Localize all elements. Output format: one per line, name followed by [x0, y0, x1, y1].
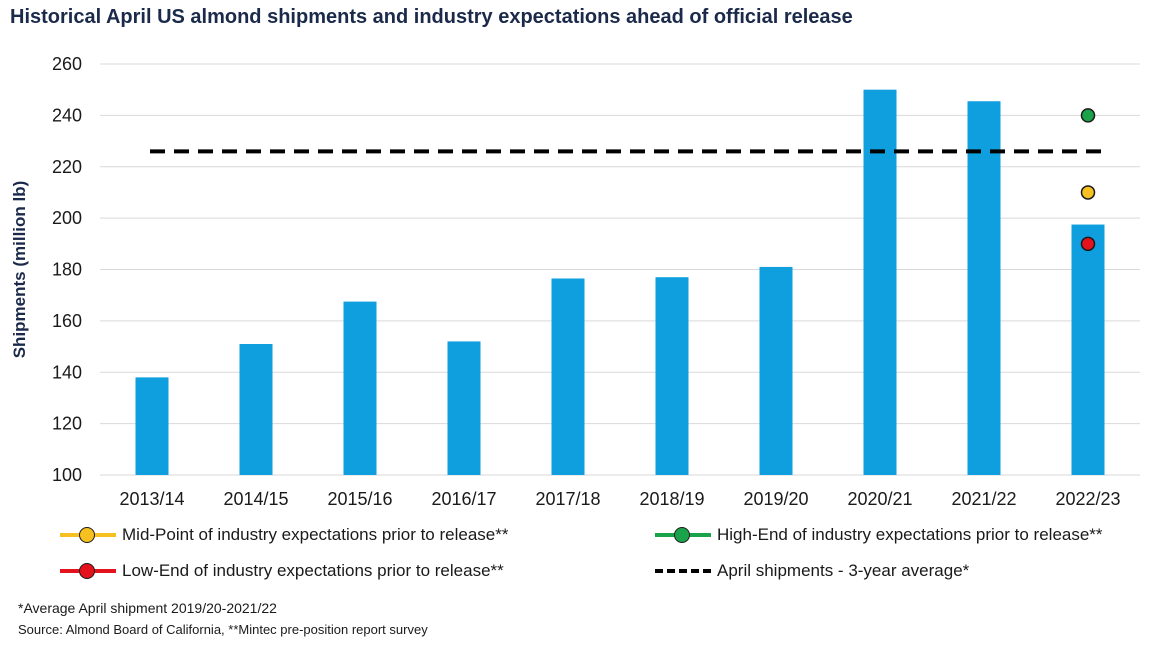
x-tick-label: 2018/19 — [639, 489, 704, 509]
bar — [239, 343, 273, 475]
y-tick-label: 180 — [52, 260, 82, 280]
y-tick-label: 200 — [52, 208, 82, 228]
y-tick-label: 260 — [52, 54, 82, 74]
legend-low-end-swatch — [60, 561, 116, 581]
legend-low-end: Low-End of industry expectations prior t… — [60, 561, 504, 581]
x-tick-label: 2015/16 — [327, 489, 392, 509]
y-tick-label: 100 — [52, 465, 82, 485]
bar — [135, 377, 169, 475]
chart-title: Historical April US almond shipments and… — [10, 6, 853, 28]
bar — [863, 89, 897, 475]
x-tick-label: 2014/15 — [223, 489, 288, 509]
footnote-average: *Average April shipment 2019/20-2021/22 — [18, 600, 277, 616]
legend-high-end-swatch — [655, 525, 711, 545]
bar — [551, 278, 585, 475]
y-tick-label: 140 — [52, 362, 82, 382]
y-tick-label: 160 — [52, 311, 82, 331]
y-axis-title: Shipments (million lb) — [10, 181, 29, 359]
x-tick-label: 2019/20 — [743, 489, 808, 509]
expectation-marker — [1080, 236, 1096, 252]
bar — [447, 341, 481, 475]
y-tick-label: 240 — [52, 105, 82, 125]
x-tick-label: 2021/22 — [951, 489, 1016, 509]
bar — [967, 101, 1001, 475]
bar — [759, 266, 793, 475]
legend-average-label: April shipments - 3-year average* — [717, 561, 970, 580]
legend-average-swatch — [655, 561, 711, 581]
x-tick-label: 2020/21 — [847, 489, 912, 509]
expectation-marker — [1080, 108, 1096, 123]
legend-mid-point-swatch — [60, 525, 116, 545]
bar — [1071, 224, 1105, 475]
x-tick-label: 2017/18 — [535, 489, 600, 509]
y-tick-label: 220 — [52, 157, 82, 177]
x-tick-label: 2022/23 — [1055, 489, 1120, 509]
expectation-marker — [1080, 185, 1096, 200]
legend-low-end-label: Low-End of industry expectations prior t… — [122, 561, 504, 580]
bar-chart: 100 120 140 160 180 200 220 240 260 2013/14 2014/1… — [10, 54, 1140, 509]
bar — [655, 277, 689, 475]
bar — [343, 301, 377, 475]
legend-high-end: High-End of industry expectations prior … — [655, 525, 1103, 545]
legend-average: April shipments - 3-year average* — [655, 561, 969, 581]
footnote-source: Source: Almond Board of California, **Mi… — [18, 622, 428, 637]
legend-high-end-label: High-End of industry expectations prior … — [717, 525, 1103, 544]
x-tick-label: 2013/14 — [119, 489, 184, 509]
y-tick-label: 120 — [52, 414, 82, 434]
legend-mid-point: Mid-Point of industry expectations prior… — [60, 525, 508, 545]
x-tick-label: 2016/17 — [431, 489, 496, 509]
legend-mid-point-label: Mid-Point of industry expectations prior… — [122, 525, 509, 544]
